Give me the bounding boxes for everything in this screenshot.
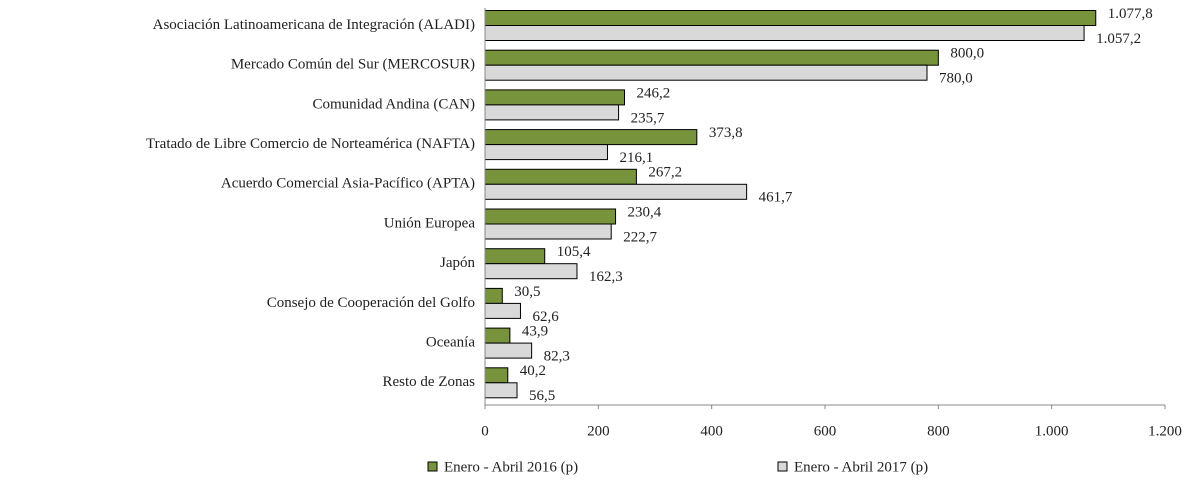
x-tick-label: 400 [700, 423, 723, 439]
bar [484, 49, 939, 66]
x-tick-label: 1.200 [1148, 423, 1182, 439]
value-label: 216,1 [619, 150, 653, 166]
bar [484, 168, 637, 185]
value-label: 56,5 [529, 388, 555, 404]
bar [484, 263, 578, 280]
bar [484, 248, 546, 265]
x-tick-label: 1.000 [1035, 423, 1069, 439]
bar [484, 144, 608, 161]
legend-label: Enero - Abril 2016 (p) [444, 459, 578, 475]
value-label: 1.057,2 [1096, 31, 1141, 47]
value-label: 105,4 [557, 244, 591, 260]
x-tick-label: 800 [927, 423, 950, 439]
bar [484, 382, 518, 399]
category-label: Acuerdo Comercial Asia-Pacífico (APTA) [221, 176, 475, 192]
category-label: Unión Europea [384, 215, 476, 231]
value-label: 43,9 [522, 324, 548, 340]
value-label: 40,2 [520, 363, 546, 379]
value-label: 373,8 [709, 125, 743, 141]
category-label: Consejo de Cooperación del Golfo [267, 295, 475, 311]
value-label: 235,7 [631, 110, 665, 126]
bar [484, 327, 511, 344]
x-tick-label: 600 [814, 423, 837, 439]
bar [484, 10, 1097, 26]
value-label: 162,3 [589, 269, 623, 285]
category-label: Tratado de Libre Comercio de Norteaméric… [146, 136, 475, 152]
bar [484, 64, 928, 81]
value-label: 62,6 [532, 309, 559, 325]
bar [484, 367, 509, 384]
legend-swatch [427, 461, 438, 472]
bar [484, 287, 503, 304]
value-label: 30,5 [514, 284, 540, 300]
value-label: 267,2 [648, 165, 682, 181]
category-label: Asociación Latinoamericana de Integració… [153, 17, 475, 33]
bar [484, 104, 620, 121]
legend-swatch [777, 461, 788, 472]
bar [484, 342, 533, 359]
legend-label: Enero - Abril 2017 (p) [794, 459, 928, 475]
category-label: Japón [440, 255, 475, 271]
value-label: 1.077,8 [1108, 6, 1153, 22]
category-label: Resto de Zonas [383, 374, 476, 390]
category-label: Mercado Común del Sur (MERCOSUR) [231, 57, 475, 73]
value-label: 246,2 [637, 85, 671, 101]
category-label: Oceanía [426, 335, 475, 351]
value-label: 230,4 [628, 204, 662, 220]
bar [484, 183, 748, 200]
category-label: Comunidad Andina (CAN) [313, 96, 476, 112]
x-tick-label: 200 [587, 423, 610, 439]
value-label: 461,7 [759, 190, 793, 206]
bar [484, 89, 626, 106]
value-label: 780,0 [939, 71, 973, 87]
value-label: 222,7 [623, 229, 657, 245]
x-tick-label: 0 [481, 423, 489, 439]
bar [484, 208, 617, 225]
bar [484, 302, 521, 319]
bar [484, 129, 698, 146]
value-label: 800,0 [950, 46, 984, 62]
bar [484, 223, 612, 240]
value-label: 82,3 [544, 349, 570, 365]
bar [484, 25, 1085, 41]
